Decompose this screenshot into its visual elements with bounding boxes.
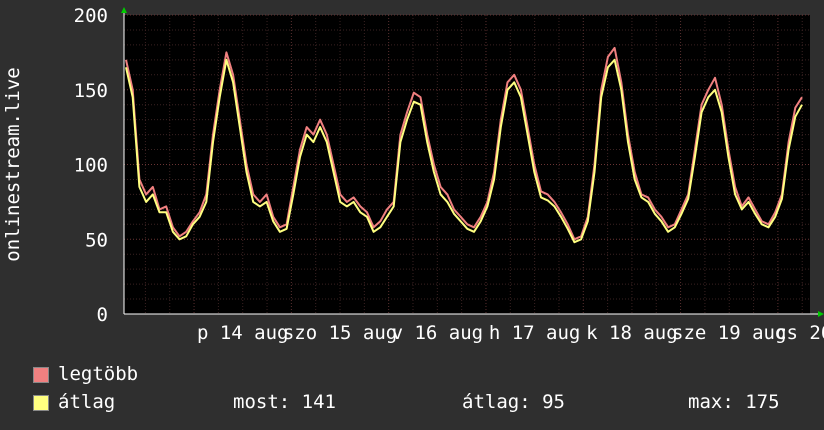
series-line-avg: [125, 58, 803, 244]
y-axis-arrow: [121, 7, 127, 13]
y-tick-label: 150: [74, 80, 108, 102]
x-tick-label: p 14 aug: [197, 322, 289, 344]
x-tick-label: sze 19 aug: [672, 322, 786, 344]
legend-swatch-max: [33, 367, 49, 383]
legend-swatch-avg: [33, 395, 49, 411]
line-chart: 0 50 100 150 200 onlinestream.live p 14 augszo…: [2, 5, 824, 344]
y-tick-label: 100: [74, 155, 108, 177]
legend-label-avg: átlag: [58, 391, 116, 413]
y-tick-label: 200: [74, 5, 108, 27]
x-tick-label: v 16 aug: [392, 322, 484, 344]
x-axis-arrow: [818, 311, 824, 317]
stat-max: max: 175: [688, 391, 780, 413]
stat-current: most: 141: [233, 391, 336, 413]
y-tick-label: 0: [97, 304, 108, 326]
y-tick-label: 50: [85, 229, 108, 251]
x-tick-label: cs 20 aug: [775, 322, 824, 344]
x-tick-label: k 18 aug: [586, 322, 678, 344]
y-axis-label: onlinestream.live: [2, 67, 24, 261]
x-tick-label: h 17 aug: [489, 322, 581, 344]
x-tick-label: szo 15 aug: [283, 322, 397, 344]
legend-label-max: legtöbb: [58, 363, 139, 385]
stat-average: átlag: 95: [462, 391, 565, 413]
